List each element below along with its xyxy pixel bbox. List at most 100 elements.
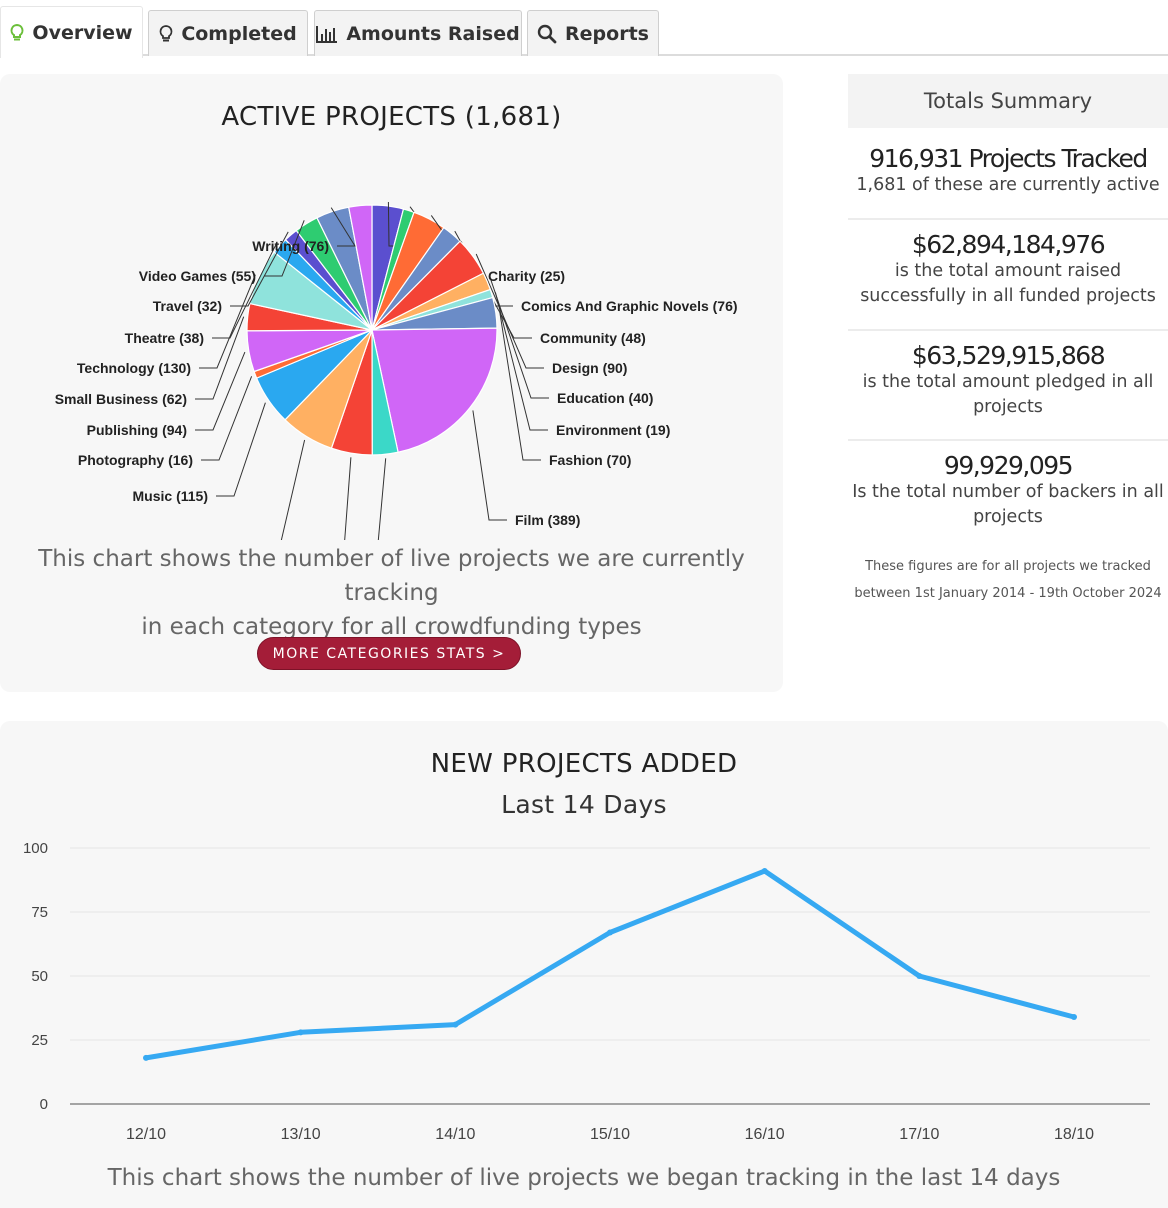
stat-desc: is the total amount raised — [894, 261, 1122, 281]
pie-leader-line — [280, 439, 306, 540]
pie-leader-line — [344, 457, 352, 540]
pie-caption-line1: This chart shows the number of live proj… — [38, 546, 745, 606]
pie-label: Video Games (55) — [139, 268, 256, 284]
pie-leader-line — [230, 231, 289, 307]
pie-label: Theatre (38) — [125, 330, 204, 346]
y-tick-label: 50 — [31, 968, 48, 985]
pie-leader-line — [377, 458, 387, 540]
data-point[interactable] — [297, 1029, 304, 1036]
bar-chart-icon — [316, 25, 338, 43]
stat-value: $62,894,184,976 — [911, 230, 1106, 259]
pie-slice[interactable] — [371, 327, 498, 453]
pie-caption-line2: in each category for all crowdfunding ty… — [141, 614, 642, 640]
tab-reports[interactable]: Reports — [527, 10, 659, 56]
data-point[interactable] — [761, 868, 768, 875]
x-tick-label: 18/10 — [1054, 1126, 1094, 1143]
stat-desc: 1,681 of these are currently active — [856, 175, 1160, 195]
x-tick-label: 13/10 — [281, 1126, 321, 1143]
active-projects-title: ACTIVE PROJECTS (1,681) — [221, 102, 562, 132]
pie-label: Publishing (94) — [87, 422, 187, 438]
pie-label: Writing (76) — [252, 238, 329, 254]
pie-leader-line — [490, 279, 549, 399]
totals-summary: Totals Summary 916,931 Projects Tracked … — [848, 74, 1168, 607]
new-projects-title: NEW PROJECTS ADDED — [430, 749, 738, 779]
pie-leader-line — [212, 242, 278, 339]
pie-leader-line — [201, 376, 253, 461]
stat-desc: Is the total number of backers in all — [852, 482, 1164, 502]
pie-leader-line — [494, 292, 548, 431]
new-projects-subtitle: Last 14 Days — [501, 790, 667, 819]
pie-leader-line — [499, 312, 541, 461]
pie-label: Charity (25) — [488, 268, 565, 284]
lightbulb-icon — [10, 23, 24, 42]
y-tick-label: 75 — [31, 904, 48, 921]
data-point[interactable] — [452, 1021, 459, 1028]
note-line2: between 1st January 2014 - 19th October … — [854, 586, 1162, 601]
pie-leader-line — [195, 316, 245, 400]
pie-label: Community (48) — [540, 330, 646, 346]
stat-projects-tracked: 916,931 Projects Tracked 1,681 of these … — [848, 128, 1168, 220]
stat-amount-pledged: $63,529,915,868 is the total amount pled… — [848, 331, 1168, 441]
pie-label: Film (389) — [515, 512, 580, 528]
stat-desc: projects — [973, 397, 1043, 417]
pie-leader-line — [216, 402, 266, 497]
note-line1: These figures are for all projects we tr… — [865, 559, 1151, 574]
pie-label: Technology (130) — [77, 360, 191, 376]
pie-label: Fashion (70) — [549, 452, 631, 468]
y-tick-label: 100 — [23, 840, 48, 857]
stat-value: 916,931 Projects Tracked — [869, 144, 1148, 173]
stat-desc: is the total amount pledged in all — [862, 372, 1154, 392]
tab-label: Amounts Raised — [346, 22, 520, 45]
tab-overview[interactable]: Overview — [0, 6, 143, 58]
pie-label: Music (115) — [133, 488, 208, 504]
search-icon — [537, 24, 557, 44]
data-point[interactable] — [143, 1054, 149, 1061]
x-tick-label: 12/10 — [126, 1126, 166, 1143]
pie-leader-line — [195, 351, 246, 431]
stat-amount-raised: $62,894,184,976 is the total amount rais… — [848, 220, 1168, 331]
summary-heading: Totals Summary — [848, 74, 1168, 128]
pie-label: Environment (19) — [556, 422, 670, 438]
data-point[interactable] — [1071, 1013, 1077, 1020]
stat-desc: projects — [973, 507, 1043, 527]
pie-leader-line — [264, 220, 305, 277]
series-line — [143, 868, 1077, 1061]
y-tick-label: 25 — [31, 1032, 48, 1049]
pie-label: Comics And Graphic Novels (76) — [521, 298, 738, 314]
stat-value: 99,929,095 — [943, 451, 1074, 480]
line-chart-caption: This chart shows the number of live proj… — [107, 1165, 1061, 1191]
data-point[interactable] — [607, 929, 613, 936]
pie-slice[interactable] — [348, 204, 373, 331]
stat-backers: 99,929,095 Is the total number of backer… — [848, 441, 1168, 553]
summary-note: These figures are for all projects we tr… — [848, 553, 1168, 607]
stat-desc: successfully in all funded projects — [860, 286, 1156, 306]
pie-leader-line — [472, 410, 507, 521]
tab-label: Completed — [181, 22, 297, 45]
more-categories-stats-button[interactable]: MORE CATEGORIES STATS > — [257, 637, 521, 670]
tab-label: Overview — [32, 21, 133, 44]
tab-amounts-raised[interactable]: Amounts Raised — [314, 10, 522, 56]
new-projects-line-chart: 0 25 50 75 100 12/10 13/10 14/10 15/10 16/10 17/10… — [23, 840, 1150, 1143]
pie-label: Small Business (62) — [55, 391, 187, 407]
pie-label: Health (124) — [175, 538, 254, 540]
pie-label: Education (40) — [557, 390, 653, 406]
y-tick-label: 0 — [40, 1096, 48, 1113]
active-projects-panel: ACTIVE PROJECTS (1,681) Art (72)Charity … — [0, 74, 783, 692]
data-point[interactable] — [916, 973, 923, 979]
tab-label: Reports — [565, 22, 649, 45]
pie-label: Photography (16) — [78, 452, 193, 468]
stat-value: $63,529,915,868 — [911, 341, 1106, 370]
pie-label: Travel (32) — [153, 298, 222, 314]
x-tick-label: 14/10 — [435, 1126, 475, 1143]
x-tick-label: 15/10 — [590, 1126, 630, 1143]
x-tick-label: 16/10 — [745, 1126, 785, 1143]
pie-label: Design (90) — [552, 360, 627, 376]
tab-completed[interactable]: Completed — [148, 10, 308, 56]
category-pie-chart: Art (72)Charity (25)Comics And Graphic N… — [55, 201, 738, 540]
pie-leader-line — [330, 207, 356, 247]
tab-bar: Overview Completed Amounts Raised Report… — [0, 0, 1168, 58]
new-projects-panel: NEW PROJECTS ADDED Last 14 Days 0 25 50 75 1… — [0, 721, 1168, 1208]
x-tick-label: 17/10 — [899, 1126, 939, 1143]
lightbulb-outline-icon — [159, 24, 173, 43]
pie-leader-line — [475, 253, 544, 369]
